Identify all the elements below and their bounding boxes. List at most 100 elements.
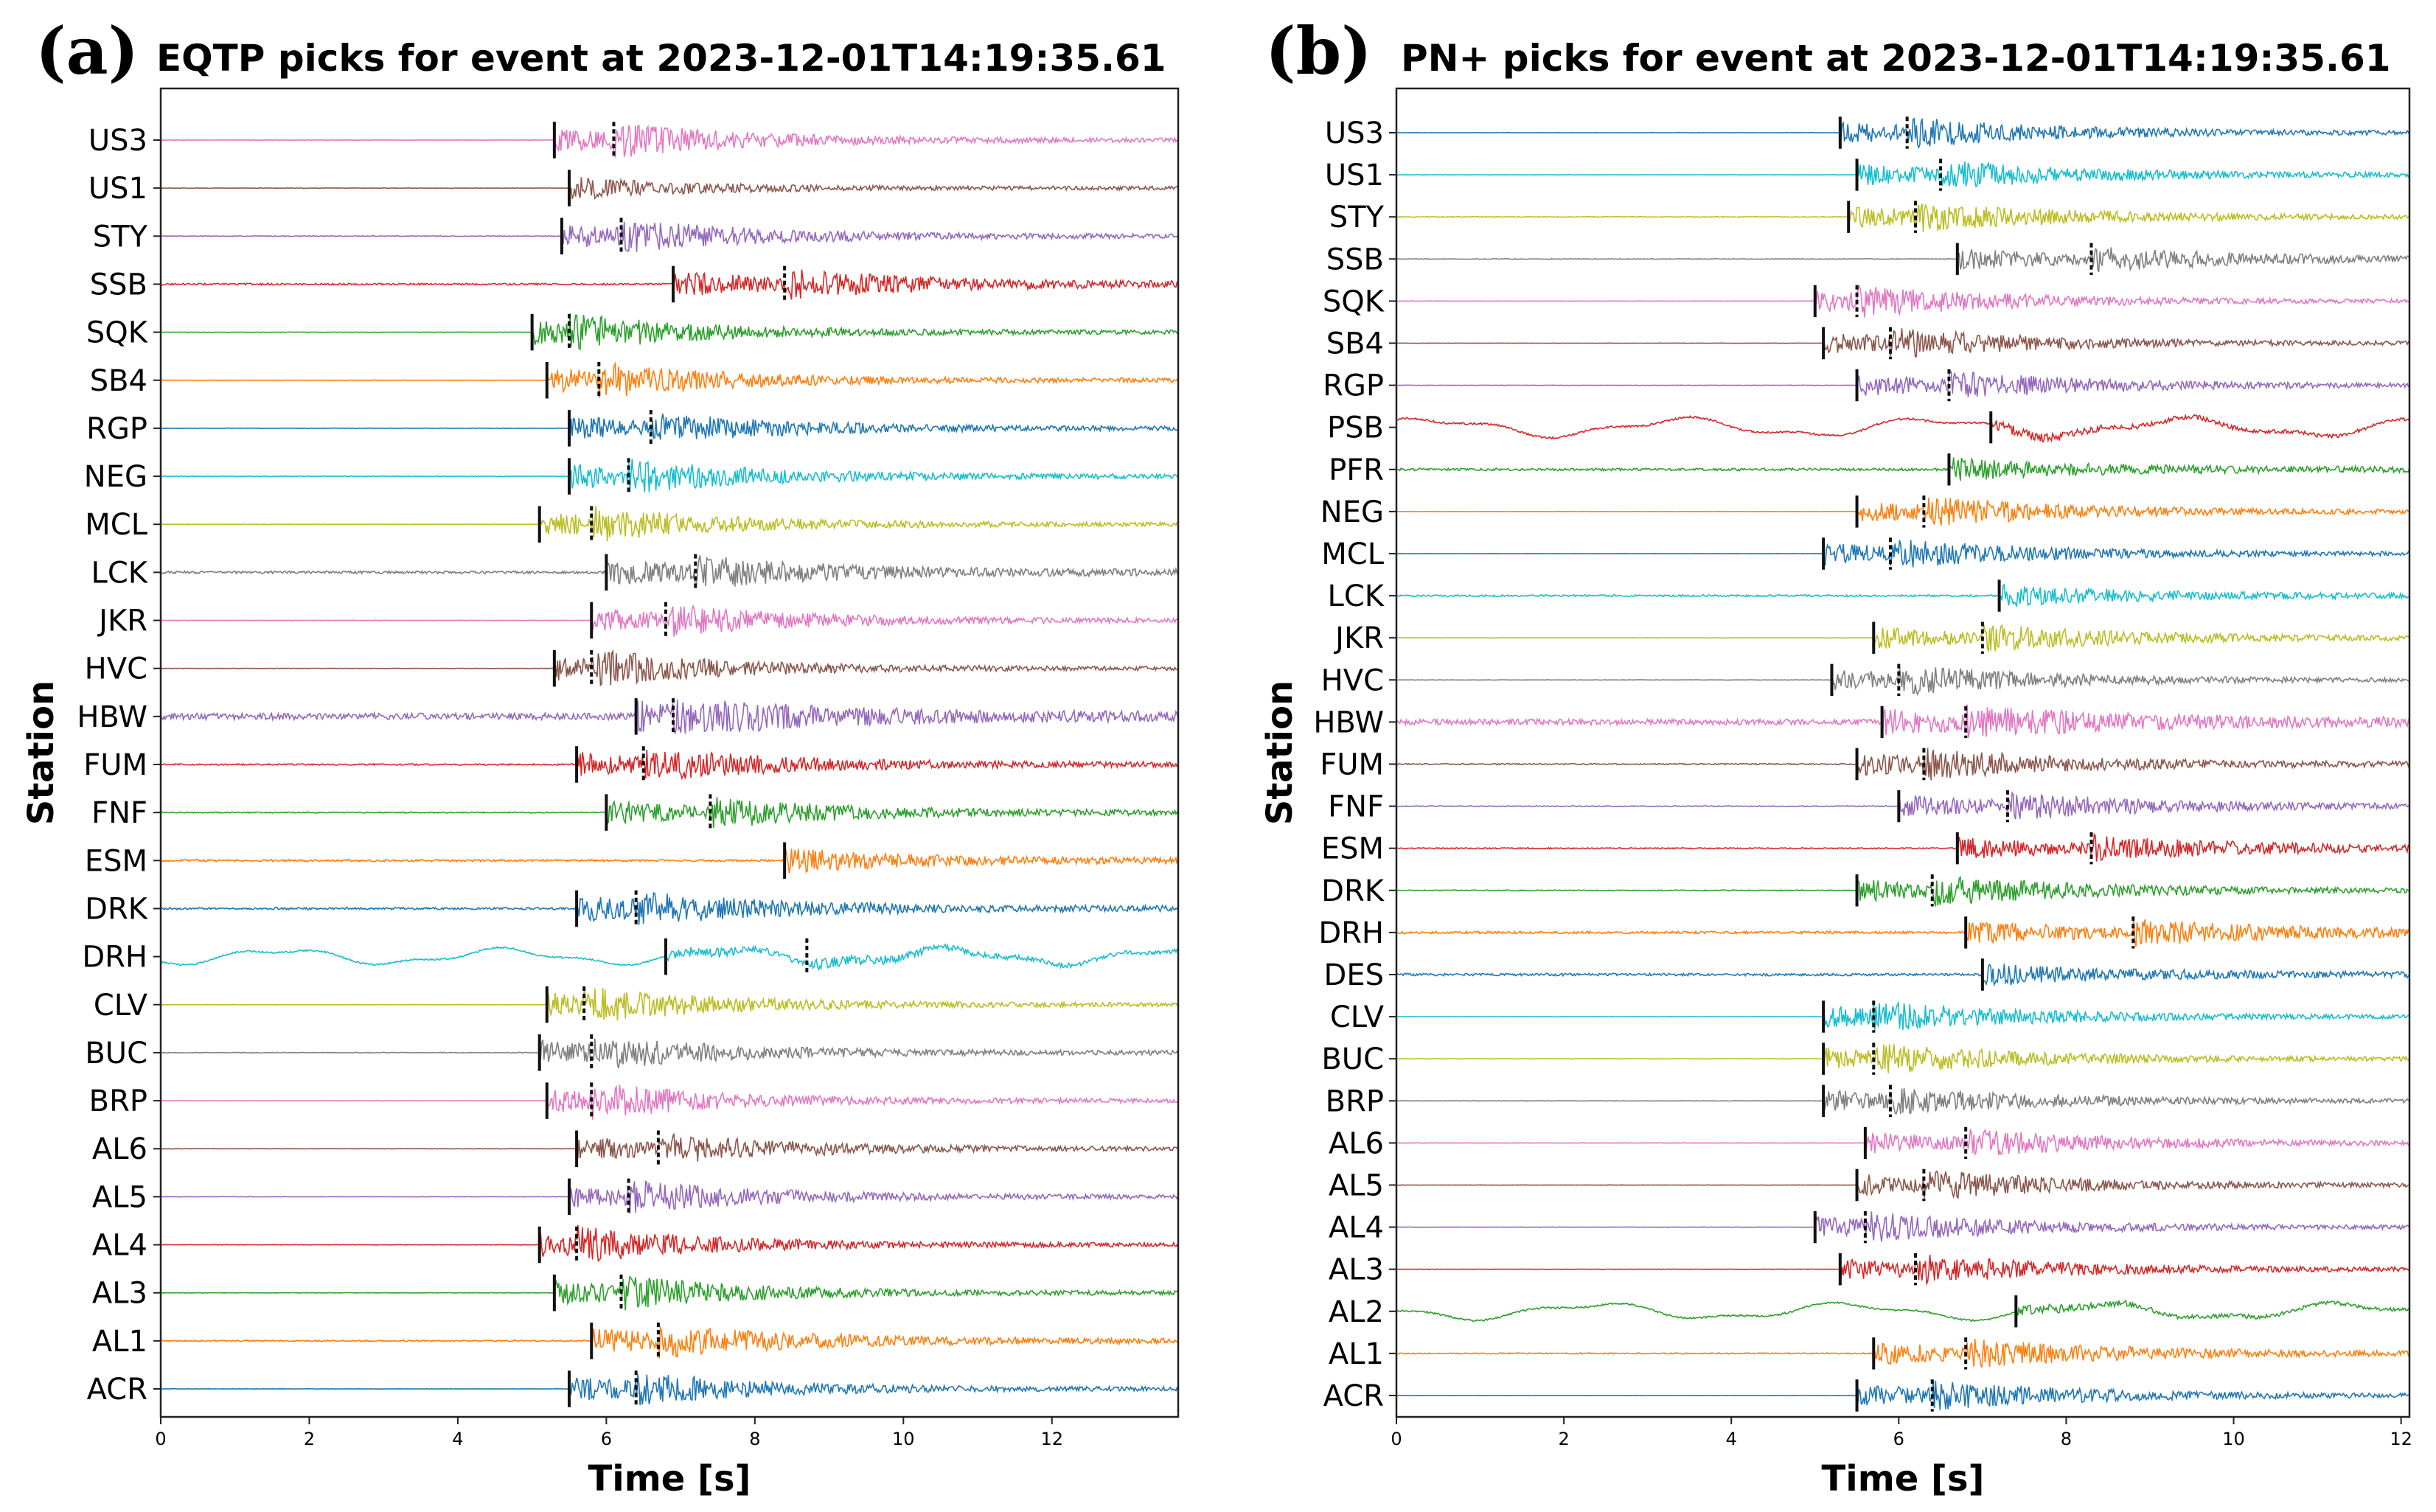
waveform-STY: [1396, 203, 2410, 232]
waveform-AL3: [1396, 1255, 2410, 1286]
waveform-CLV: [1396, 1000, 2410, 1031]
station-label-FUM: FUM: [1320, 748, 1384, 782]
station-label-US3: US3: [88, 124, 147, 158]
station-label-STY: STY: [93, 220, 148, 254]
waveform-AL4: [1396, 1211, 2410, 1242]
station-label-DRH: DRH: [82, 941, 147, 975]
station-label-AL1: AL1: [1329, 1337, 1384, 1371]
waveform-FUM: [1396, 748, 2410, 781]
station-label-AL1: AL1: [92, 1325, 147, 1359]
station-label-CLV: CLV: [94, 989, 148, 1022]
waveform-HVC: [1396, 667, 2410, 697]
station-label-AL6: AL6: [92, 1132, 147, 1166]
waveform-SSB: [160, 269, 1179, 300]
station-label-CLV: CLV: [1330, 1000, 1385, 1034]
panel-b-frame: [1395, 87, 2411, 1418]
panel-a-frame: [159, 87, 1180, 1418]
waveform-MCL: [161, 506, 1179, 542]
station-label-US1: US1: [1325, 158, 1384, 192]
station-label-FUM: FUM: [83, 748, 147, 782]
waveform-HVC: [160, 649, 1179, 687]
station-label-ESM: ESM: [1321, 832, 1384, 866]
xtick-label: 10: [892, 1429, 915, 1449]
waveform-AL6: [160, 1133, 1179, 1162]
waveform-DRK: [160, 892, 1179, 925]
waveform-AL2: [1396, 1300, 2410, 1323]
station-label-RGP: RGP: [86, 412, 147, 446]
panel-b: (b) PN+ picks for event at 2023-12-01T14…: [1259, 13, 2412, 1499]
waveform-SQK: [1396, 284, 2410, 318]
station-label-AL3: AL3: [1329, 1253, 1384, 1287]
waveform-US3: [160, 124, 1179, 158]
station-label-FNF: FNF: [91, 796, 147, 830]
waveform-BUC: [160, 1038, 1179, 1069]
waveform-LCK: [1396, 583, 2410, 607]
xtick-label: 8: [749, 1429, 760, 1449]
station-label-US3: US3: [1325, 116, 1384, 150]
station-label-HVC: HVC: [1321, 663, 1384, 697]
panel-a: (a) EQTP picks for event at 2023-12-01T1…: [21, 13, 1180, 1499]
station-label-AL2: AL2: [1329, 1295, 1384, 1329]
xtick-label: 8: [2061, 1429, 2072, 1449]
xtick-label: 2: [1558, 1429, 1569, 1449]
waveform-SB4: [160, 361, 1179, 398]
waveform-ACR: [1396, 1380, 2410, 1410]
xtick-label: 6: [601, 1429, 612, 1449]
station-label-DES: DES: [1324, 958, 1384, 992]
station-label-BUC: BUC: [1321, 1042, 1384, 1076]
waveform-MCL: [1396, 540, 2410, 568]
panel-b-xlabel: Time [s]: [1822, 1458, 1985, 1499]
waveform-AL3: [160, 1275, 1179, 1311]
station-label-SSB: SSB: [1326, 243, 1384, 276]
station-label-AL4: AL4: [1329, 1211, 1384, 1245]
station-label-MCL: MCL: [85, 508, 147, 542]
waveform-HBW: [160, 699, 1179, 734]
station-label-BUC: BUC: [85, 1037, 147, 1070]
station-label-LCK: LCK: [91, 556, 149, 590]
waveform-ESM: [160, 846, 1179, 874]
waveform-HBW: [1396, 704, 2410, 739]
station-label-ACR: ACR: [87, 1373, 147, 1407]
station-label-AL4: AL4: [92, 1229, 147, 1263]
station-label-ACR: ACR: [1323, 1379, 1384, 1413]
station-label-DRK: DRK: [85, 892, 149, 926]
station-label-NEG: NEG: [84, 460, 147, 494]
panel-a-xlabel: Time [s]: [588, 1458, 751, 1499]
waveform-US1: [1396, 161, 2410, 188]
waveform-RGP: [1396, 370, 2410, 397]
waveform-ACR: [160, 1374, 1179, 1406]
waveform-BUC: [1396, 1044, 2410, 1073]
xtick-label: 4: [452, 1429, 463, 1449]
waveform-NEG: [1396, 498, 2410, 526]
waveform-AL5: [161, 1180, 1179, 1214]
station-label-AL6: AL6: [1329, 1126, 1384, 1160]
waveform-AL5: [1396, 1170, 2410, 1199]
waveform-US1: [160, 177, 1179, 200]
station-label-SSB: SSB: [90, 268, 147, 302]
xtick-label: 0: [155, 1429, 166, 1449]
waveform-AL1: [160, 1325, 1179, 1359]
xtick-label: 6: [1893, 1429, 1904, 1449]
station-label-SB4: SB4: [90, 364, 147, 398]
waveform-LCK: [160, 555, 1179, 588]
xtick-label: 4: [1726, 1429, 1737, 1449]
waveform-AL1: [1396, 1339, 2410, 1368]
waveform-RGP: [160, 413, 1179, 442]
station-label-AL5: AL5: [92, 1180, 147, 1214]
waveform-US3: [1396, 117, 2410, 150]
station-label-STY: STY: [1329, 201, 1385, 234]
xtick-label: 12: [2390, 1429, 2412, 1449]
waveform-FNF: [160, 797, 1179, 829]
panel-b-plot: US3 US1 STY SSB SQK SB4 RGP PSB PFR NEG MCL LCK JKR H…: [1313, 116, 2412, 1449]
waveform-PFR: [1396, 456, 2410, 481]
panel-b-ylabel: Station: [1259, 680, 1301, 825]
xtick-label: 2: [304, 1429, 315, 1449]
waveform-CLV: [160, 987, 1179, 1021]
panel-b-title: PN+ picks for event at 2023-12-01T14:19:…: [1401, 37, 2391, 80]
waveform-DRH: [160, 943, 1179, 972]
waveform-BRP: [1396, 1087, 2410, 1115]
waveform-BRP: [160, 1084, 1179, 1120]
station-label-DRK: DRK: [1321, 874, 1385, 908]
station-label-PFR: PFR: [1329, 453, 1384, 487]
